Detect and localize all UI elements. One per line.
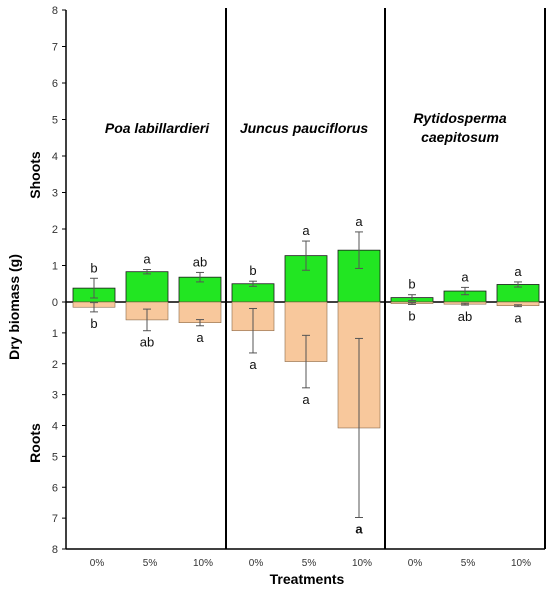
root-letter: a xyxy=(302,392,310,407)
x-tick-label: 5% xyxy=(461,558,476,569)
panel-title: Juncus pauciflorus xyxy=(240,120,369,136)
root-letter: a xyxy=(196,330,204,345)
y-tick-label: 5 xyxy=(52,115,58,127)
panel-title: caepitosum xyxy=(421,129,499,145)
x-tick-label: 10% xyxy=(352,558,372,569)
shoot-letter: b xyxy=(408,277,415,292)
shoots-region-label: Shoots xyxy=(27,151,43,199)
y-tick-label: 7 xyxy=(52,42,58,54)
y-tick-label: 7 xyxy=(52,513,58,525)
shoot-letter: a xyxy=(461,269,469,284)
error-bars-group xyxy=(90,231,522,519)
shoot-letter: a xyxy=(302,223,310,238)
panel-titles: Poa labillardieri Juncus pauciflorus Rytid… xyxy=(105,110,507,145)
y-tick-label: 2 xyxy=(52,224,58,236)
x-tick-label: 0% xyxy=(408,558,423,569)
root-letter: a xyxy=(514,311,522,326)
y-axis-label: Dry biomass (g) xyxy=(6,254,22,360)
x-tick-label: 10% xyxy=(511,558,531,569)
panel-title: Rytidosperma xyxy=(413,110,507,126)
y-tick-label: 4 xyxy=(52,421,58,433)
y-tick-label: 4 xyxy=(52,151,58,163)
y-tick-label: 0 xyxy=(52,297,58,309)
shoot-letter: b xyxy=(249,263,256,278)
y-axis-ticks: 8 7 6 5 4 3 2 1 0 1 2 3 4 5 6 7 8 xyxy=(52,5,66,556)
y-tick-label: 3 xyxy=(52,188,58,200)
shoot-letter: a xyxy=(355,214,363,229)
y-tick-label: 6 xyxy=(52,78,58,90)
shoot-letter: ab xyxy=(193,254,207,269)
x-tick-label: 5% xyxy=(302,558,317,569)
y-tick-label: 8 xyxy=(52,544,58,556)
x-axis-ticks: 0% 5% 10% 0% 5% 10% 0% 5% 10% xyxy=(90,558,531,569)
roots-region-label: Roots xyxy=(27,423,43,463)
y-tick-label: 8 xyxy=(52,5,58,17)
shoot-bar xyxy=(125,271,169,303)
y-tick-label: 2 xyxy=(52,359,58,371)
root-letter: ab xyxy=(458,309,472,324)
panel-title: Poa labillardieri xyxy=(105,120,210,136)
y-tick-label: 3 xyxy=(52,390,58,402)
x-tick-label: 0% xyxy=(249,558,264,569)
root-letter: a xyxy=(249,357,257,372)
x-tick-label: 5% xyxy=(143,558,158,569)
shoot-letter: b xyxy=(90,260,97,275)
y-tick-label: 1 xyxy=(52,261,58,273)
x-tick-label: 10% xyxy=(193,558,213,569)
shoot-letter: a xyxy=(143,252,151,267)
root-letter: b xyxy=(90,316,97,331)
shoot-letter: a xyxy=(514,264,522,279)
root-letter: a xyxy=(355,522,363,537)
y-tick-label: 5 xyxy=(52,451,58,463)
x-axis-label: Treatments xyxy=(270,571,345,587)
root-letter: ab xyxy=(140,335,154,350)
y-tick-label: 1 xyxy=(52,328,58,340)
root-letter: b xyxy=(408,308,415,323)
y-tick-label: 6 xyxy=(52,482,58,494)
x-tick-label: 0% xyxy=(90,558,105,569)
